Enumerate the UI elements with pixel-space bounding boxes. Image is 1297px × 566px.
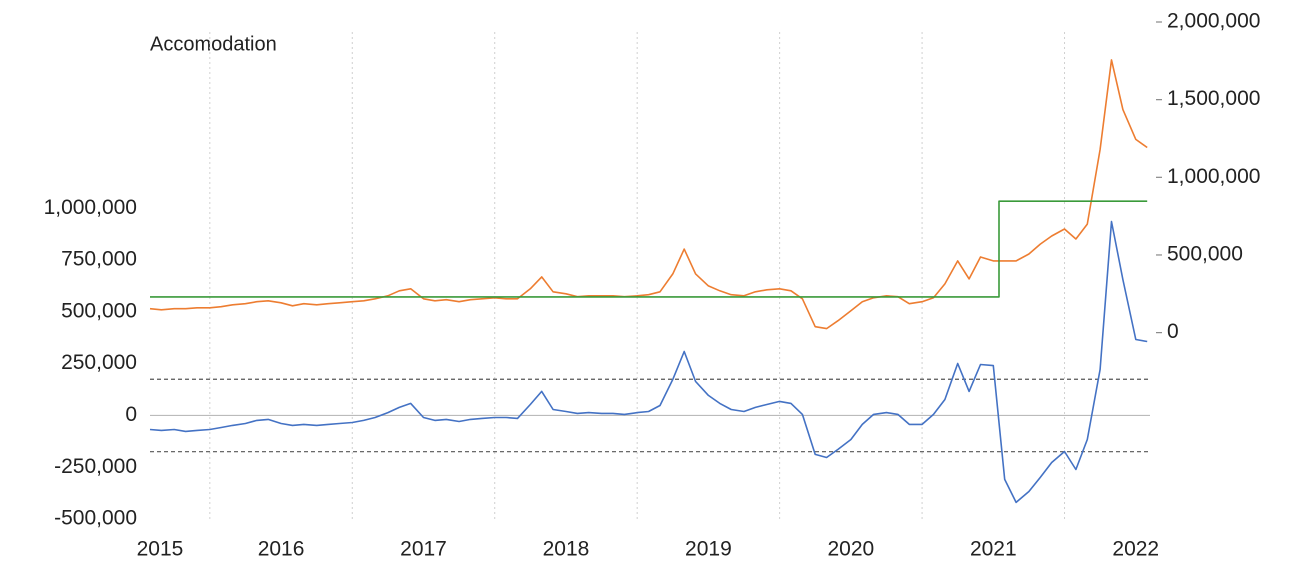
y-tick-label: 250,000 [61,351,137,374]
y2-tick-label: 2,000,000 [1167,10,1260,33]
series-line [150,200,1148,298]
x-tick-label: 2017 [400,538,447,561]
y-tick-label: -250,000 [54,455,137,478]
series-line [149,220,1148,504]
x-tick-label: 2022 [1112,538,1159,561]
series-line [149,59,1148,330]
y2-tick-label: 0 [1167,320,1179,343]
y-tick-label: 750,000 [61,248,137,271]
x-tick-label: 2018 [543,538,590,561]
y2-tick-label: 500,000 [1167,243,1243,266]
x-tick-label: 2015 [137,538,184,561]
y2-tick-label: 1,500,000 [1167,87,1260,110]
chart-title: Accomodation [150,33,277,55]
y-tick-label: 1,000,000 [44,196,137,219]
y2-tick-label: 1,000,000 [1167,165,1260,188]
y-tick-label: 500,000 [61,299,137,322]
y-tick-label: 0 [125,403,137,426]
x-tick-label: 2019 [685,538,732,561]
x-tick-label: 2021 [970,538,1017,561]
x-tick-label: 2020 [827,538,874,561]
y-tick-label: -500,000 [54,507,137,530]
x-tick-label: 2016 [258,538,305,561]
